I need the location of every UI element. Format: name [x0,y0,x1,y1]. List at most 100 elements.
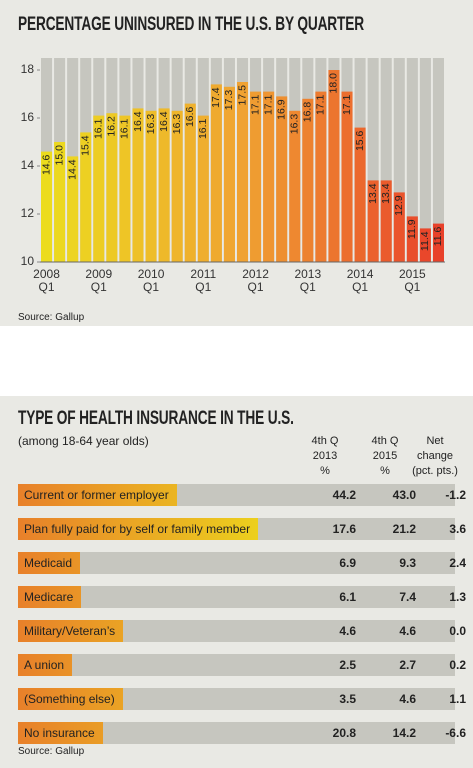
cell-value: 2.5 [339,658,356,672]
y-tick-label: 16 [21,110,35,124]
value-label: 16.3 [289,114,301,135]
cell-value: 0.2 [449,658,466,672]
bar [380,180,392,262]
cell-value: 2.4 [449,556,466,570]
value-label: 17.5 [236,85,248,106]
value-label: 18.0 [328,73,340,94]
bar [432,223,444,262]
source: Source: Gallup [18,312,85,323]
x-tick-label: 2014 Q1 [346,267,374,294]
row-label: A union [18,654,73,676]
column-header: 4th Q [371,435,399,447]
cell-value: 1.3 [449,590,466,604]
chart-panel: PERCENTAGE UNINSURED IN THE U.S. BY QUAR… [0,0,473,326]
value-label: 11.4 [419,231,431,251]
column-header: 2015 [372,450,398,462]
bar [197,115,209,262]
bar [419,228,431,262]
value-label: 13.4 [380,183,392,204]
cell-value: 4.6 [339,624,356,638]
x-tick-label: 2012 Q1 [242,267,269,294]
value-label: 17.3 [223,90,235,111]
bar [315,91,327,262]
bar [367,180,379,262]
bar [132,108,144,263]
column-header: (pct. pts.) [412,465,458,477]
table-row: Military/Veteran’s 4.6 4.6 0.0 [18,620,466,642]
bar [119,115,131,262]
bar [263,91,275,262]
x-tick-label: 2011 Q1 [190,267,217,294]
cell-value: 6.9 [339,556,356,570]
column-header: 4th Q [311,435,339,447]
cell-value: 3.5 [339,692,356,706]
bar [80,132,92,262]
row-label: (Something else) [18,688,123,710]
value-label: 17.1 [249,94,261,115]
chart-title: PERCENTAGE UNINSURED IN THE U.S. BY QUAR… [18,14,364,35]
value-label: 16.4 [132,111,144,132]
table-row: (Something else) 3.5 4.6 1.1 [18,688,466,710]
value-label: 16.3 [145,114,157,135]
row-label: No insurance [18,722,103,744]
bar [328,70,340,262]
table-title: TYPE OF HEALTH INSURANCE IN THE U.S. [18,408,294,429]
row-label: Military/Veteran’s [18,620,124,642]
bar [406,216,418,262]
bar [184,103,196,262]
bar [41,151,53,262]
cell-value: 6.1 [339,590,356,604]
value-label: 11.6 [432,226,444,246]
column-header: 2013 [312,450,338,462]
bar-background [367,58,379,262]
cell-value: 4.6 [399,624,416,638]
value-label: 12.9 [393,195,405,216]
bar [171,110,183,262]
x-tick-label: 2010 Q1 [137,267,165,294]
cell-value: 43.0 [392,488,416,502]
cell-value: 1.1 [449,692,466,706]
column-header: % [320,465,330,477]
cell-value: 7.4 [399,590,416,604]
row-label: Medicare [18,586,82,608]
value-label: 16.1 [119,118,131,139]
cell-value: 17.6 [332,522,356,536]
cell-value: 3.6 [449,522,466,536]
table-row: No insurance 20.8 14.2 -6.6 [18,722,466,744]
value-label: 16.1 [197,118,209,139]
bar-background [393,58,405,262]
bar [250,91,262,262]
y-tick-label: 18 [21,62,35,76]
column-header: Net [426,435,444,447]
row-label: Medicaid [18,552,81,574]
value-label: 15.4 [80,135,92,156]
value-label: 16.3 [171,114,183,135]
x-tick-label: 2013 Q1 [294,267,322,294]
cell-value: 14.2 [392,726,416,740]
bar [341,91,353,262]
cell-value: 44.2 [332,488,356,502]
value-label: 14.4 [66,159,78,180]
bar [302,98,314,262]
cell-value: 21.2 [392,522,416,536]
bar [54,142,66,262]
value-label: 16.2 [106,116,118,137]
bar [393,192,405,262]
bar [223,86,235,262]
value-label: 16.9 [275,99,287,120]
y-tick-label: 12 [21,206,35,220]
table-row: A union 2.5 2.7 0.2 [18,654,466,676]
value-label: 16.1 [93,118,105,139]
bar-background [419,58,431,262]
row-label: Current or former employer [18,484,177,506]
cell-value: 9.3 [399,556,416,570]
y-tick-label: 10 [21,254,35,268]
y-tick-label: 14 [21,158,35,172]
bar [145,110,157,262]
table-row: Current or former employer 44.2 43.0 -1.2 [18,484,466,506]
value-label: 16.8 [302,102,314,123]
bar [289,110,301,262]
bar [93,115,105,262]
column-header: % [380,465,390,477]
